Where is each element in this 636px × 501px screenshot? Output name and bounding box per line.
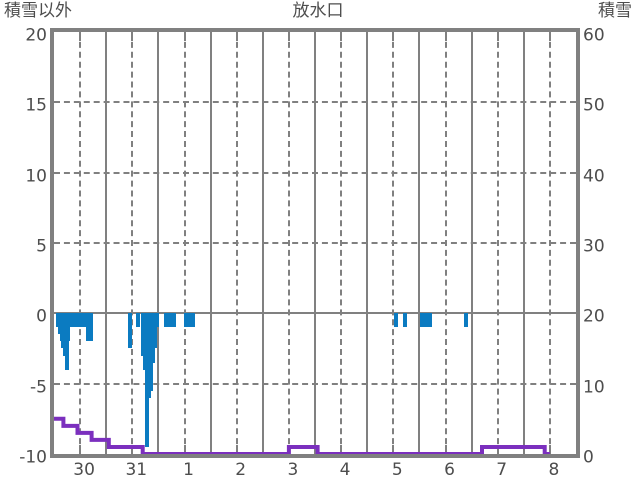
left-axis-ticklabel: 10 <box>25 166 47 187</box>
bar <box>140 313 145 356</box>
bar <box>187 313 192 328</box>
right-axis-ticklabel: 20 <box>583 306 605 327</box>
tick-top <box>340 32 343 41</box>
x-axis-ticklabel: 5 <box>391 460 403 480</box>
left-axis-ticklabel: 20 <box>25 25 47 46</box>
plot-area: 20 15 10 5 0 -5 -10 60 50 40 30 20 10 0 30 31 1 2 3 4 5 6 7 8 <box>19 27 604 479</box>
right-axis-ticklabel: 40 <box>583 166 605 187</box>
x-axis-ticklabel: 7 <box>496 460 508 480</box>
gridline-horizontal <box>54 171 576 174</box>
plot-inner <box>54 32 576 454</box>
bar <box>82 313 87 328</box>
x-axis-ticklabel: 6 <box>444 460 455 480</box>
tick-top <box>548 32 551 41</box>
bar <box>423 313 428 328</box>
right-axis-ticklabel: 60 <box>583 25 605 46</box>
bar <box>149 313 154 391</box>
bar <box>78 313 83 328</box>
bar <box>86 313 91 342</box>
bar <box>393 313 398 328</box>
bar <box>76 313 80 328</box>
tick-bottom <box>444 445 447 454</box>
bar <box>88 313 93 342</box>
left-axis-ticklabel: 5 <box>36 236 47 257</box>
right-axis-ticklabel: 0 <box>583 447 594 468</box>
series-line-snow-depth <box>54 32 576 454</box>
bar <box>56 313 61 328</box>
x-axis-ticklabel: 31 <box>125 460 148 480</box>
tick-bottom <box>392 445 395 454</box>
gridline-horizontal <box>54 242 576 244</box>
bar <box>190 313 195 328</box>
bar <box>67 313 72 328</box>
bar <box>71 313 76 328</box>
right-axis-ticklabel: 30 <box>583 236 605 257</box>
tick-top <box>235 32 238 41</box>
x-axis-ticklabel: 30 <box>73 460 95 480</box>
bar <box>127 313 132 349</box>
left-axis-title: 積雪以外 <box>4 1 72 21</box>
tick-top <box>444 32 447 41</box>
bar <box>69 313 74 328</box>
x-axis-ticklabel: 8 <box>548 460 560 480</box>
bar <box>172 313 177 328</box>
left-axis-ticklabel: 15 <box>25 95 47 116</box>
tick-bottom <box>340 445 343 454</box>
x-axis-ticklabel: 2 <box>235 460 247 480</box>
bar <box>135 313 140 328</box>
chart-title: 放水口 <box>292 1 344 21</box>
bar <box>80 313 85 328</box>
right-axis-ticklabel: 10 <box>583 377 605 398</box>
tick-top <box>79 32 82 41</box>
tick-top <box>131 32 134 41</box>
bar <box>183 313 188 328</box>
bar <box>151 313 156 363</box>
right-axis-ticklabel: 50 <box>583 95 605 116</box>
left-axis-ticklabel: 0 <box>36 306 47 327</box>
tick-bottom <box>235 445 238 454</box>
bar <box>66 313 71 342</box>
tick-bottom <box>183 445 186 454</box>
x-axis-ticklabel: 1 <box>183 460 194 480</box>
left-axis-ticklabel: -5 <box>30 377 47 398</box>
zero-line <box>54 312 576 315</box>
snow-depth-path <box>54 416 550 454</box>
tick-top <box>392 32 395 41</box>
x-axis-ticklabel: 4 <box>339 460 351 480</box>
bar <box>164 313 169 328</box>
gridline-horizontal <box>54 382 576 385</box>
bar <box>402 313 407 328</box>
tick-bottom <box>548 445 551 454</box>
tick-bottom <box>496 445 499 454</box>
tick-top <box>183 32 186 41</box>
tick-bottom <box>131 445 134 454</box>
bar <box>147 313 151 398</box>
bar <box>420 313 424 328</box>
bar <box>144 313 149 447</box>
right-axis-title: 積雪 <box>598 1 632 21</box>
tick-bottom <box>79 445 82 454</box>
bar <box>153 313 158 349</box>
bar <box>167 313 172 328</box>
bar <box>464 313 469 328</box>
tick-top <box>287 32 290 41</box>
bar <box>155 313 160 328</box>
bar <box>427 313 432 328</box>
tick-top <box>496 32 499 41</box>
bar <box>64 313 69 370</box>
bar <box>73 313 78 328</box>
gridline-horizontal <box>54 101 576 104</box>
bar <box>142 313 147 370</box>
x-axis-ticklabel: 3 <box>287 460 299 480</box>
left-axis-ticklabel: -10 <box>19 447 47 468</box>
